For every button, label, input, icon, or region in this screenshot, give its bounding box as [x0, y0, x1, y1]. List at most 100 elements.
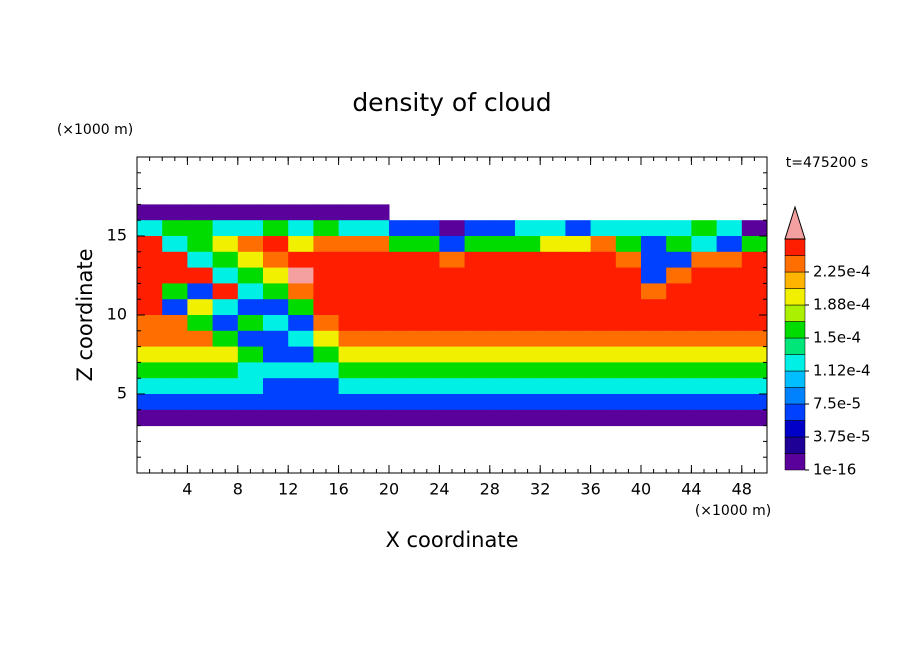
contour-cell [691, 283, 718, 300]
contour-cell [137, 236, 163, 253]
colorbar-tick-label: 1.5e-4 [813, 329, 861, 347]
contour-cell [540, 330, 566, 348]
contour-cell [187, 236, 214, 253]
contour-cell [741, 378, 768, 395]
contour-cell [565, 315, 592, 332]
y-tick-label: 15 [107, 226, 127, 245]
contour-cell [565, 394, 592, 411]
contour-cell [489, 236, 516, 253]
contour-cell [162, 330, 188, 348]
contour-cell [389, 251, 415, 269]
contour-cell [641, 299, 667, 316]
contour-cell [489, 409, 516, 427]
colorbar-over [784, 205, 806, 240]
contour-cell [363, 220, 390, 237]
x-tick-label: 48 [732, 480, 752, 499]
contour-cell [389, 362, 415, 379]
contour-cell [666, 236, 692, 253]
contour-cell [540, 267, 566, 284]
x-tick-label: 4 [182, 480, 192, 499]
x-tick-label: 24 [429, 480, 449, 499]
contour-cell [666, 330, 692, 348]
contour-cell [313, 220, 340, 237]
colorbar-band [784, 387, 806, 405]
x-tick-label: 36 [580, 480, 600, 499]
contour-cell [515, 299, 541, 316]
contour-cell [162, 346, 188, 363]
contour-cell [363, 315, 390, 332]
contour-cell [313, 283, 340, 300]
contour-cell [565, 330, 592, 348]
contour-cell [666, 409, 692, 427]
x-tick-label: 32 [530, 480, 550, 499]
contour-cell [691, 394, 718, 411]
contour-cell [137, 346, 163, 363]
contour-cell [338, 362, 365, 379]
contour-cell [414, 220, 440, 237]
contour-cell [137, 220, 163, 237]
x-tick-label: 20 [379, 480, 399, 499]
contour-cell [515, 378, 541, 395]
contour-cell [666, 251, 692, 269]
contour-cell [338, 378, 365, 395]
contour-cell [187, 251, 214, 269]
contour-cell [615, 299, 642, 316]
contour-cell [137, 394, 163, 411]
contour-cell [338, 299, 365, 316]
colorbar-band [784, 453, 806, 471]
contour-cell [590, 378, 617, 395]
colorbar-band [784, 288, 806, 306]
contour-cell [288, 315, 314, 332]
colorbar-tick-label: 1.12e-4 [813, 362, 871, 380]
y-unit: (×1000 m) [57, 122, 133, 138]
contour-cell [641, 378, 667, 395]
contour-cell [489, 267, 516, 284]
contour-cell [515, 362, 541, 379]
contour-cell [338, 220, 365, 237]
contour-cell [237, 378, 264, 395]
contour-cell [263, 362, 289, 379]
colorbar-tick-label: 2.25e-4 [813, 263, 871, 281]
contour-cell [162, 236, 188, 253]
contour-cell [716, 362, 743, 379]
contour-cell [414, 267, 440, 284]
contour-cell [489, 378, 516, 395]
contour-cell [363, 394, 390, 411]
contour-cell [464, 362, 491, 379]
colorbar-tick-label: 1e-16 [813, 461, 856, 479]
contour-cell [389, 267, 415, 284]
contour-cell [590, 220, 617, 237]
colorbar-band [784, 337, 806, 355]
contour-cell [237, 220, 264, 237]
contour-cell [414, 236, 440, 253]
contour-cell [212, 362, 239, 379]
contour-cell [489, 394, 516, 411]
contour-cell [641, 362, 667, 379]
contour-cell [565, 236, 592, 253]
contour-cell [666, 362, 692, 379]
contour-cell [363, 330, 390, 348]
contour-cell [540, 362, 566, 379]
contour-cell [288, 236, 314, 253]
colorbar-band [784, 436, 806, 454]
contour-cell [515, 330, 541, 348]
contour-cell [187, 409, 214, 427]
contour-cell [313, 378, 340, 395]
contour-cell [464, 251, 491, 269]
contour-cell [716, 394, 743, 411]
contour-cell [389, 315, 415, 332]
contour-cell [741, 394, 768, 411]
contour-cell [464, 378, 491, 395]
contour-cell [565, 362, 592, 379]
contour-cell [741, 315, 768, 332]
contour-cell [288, 283, 314, 300]
contour-cell [187, 283, 214, 300]
contour-cell [464, 394, 491, 411]
contour-cell [489, 251, 516, 269]
contour-cell [641, 315, 667, 332]
contour-cell [414, 283, 440, 300]
contour-cell [439, 394, 466, 411]
contour-cell [137, 362, 163, 379]
contour-cell [288, 267, 314, 284]
contour-cell [439, 330, 466, 348]
